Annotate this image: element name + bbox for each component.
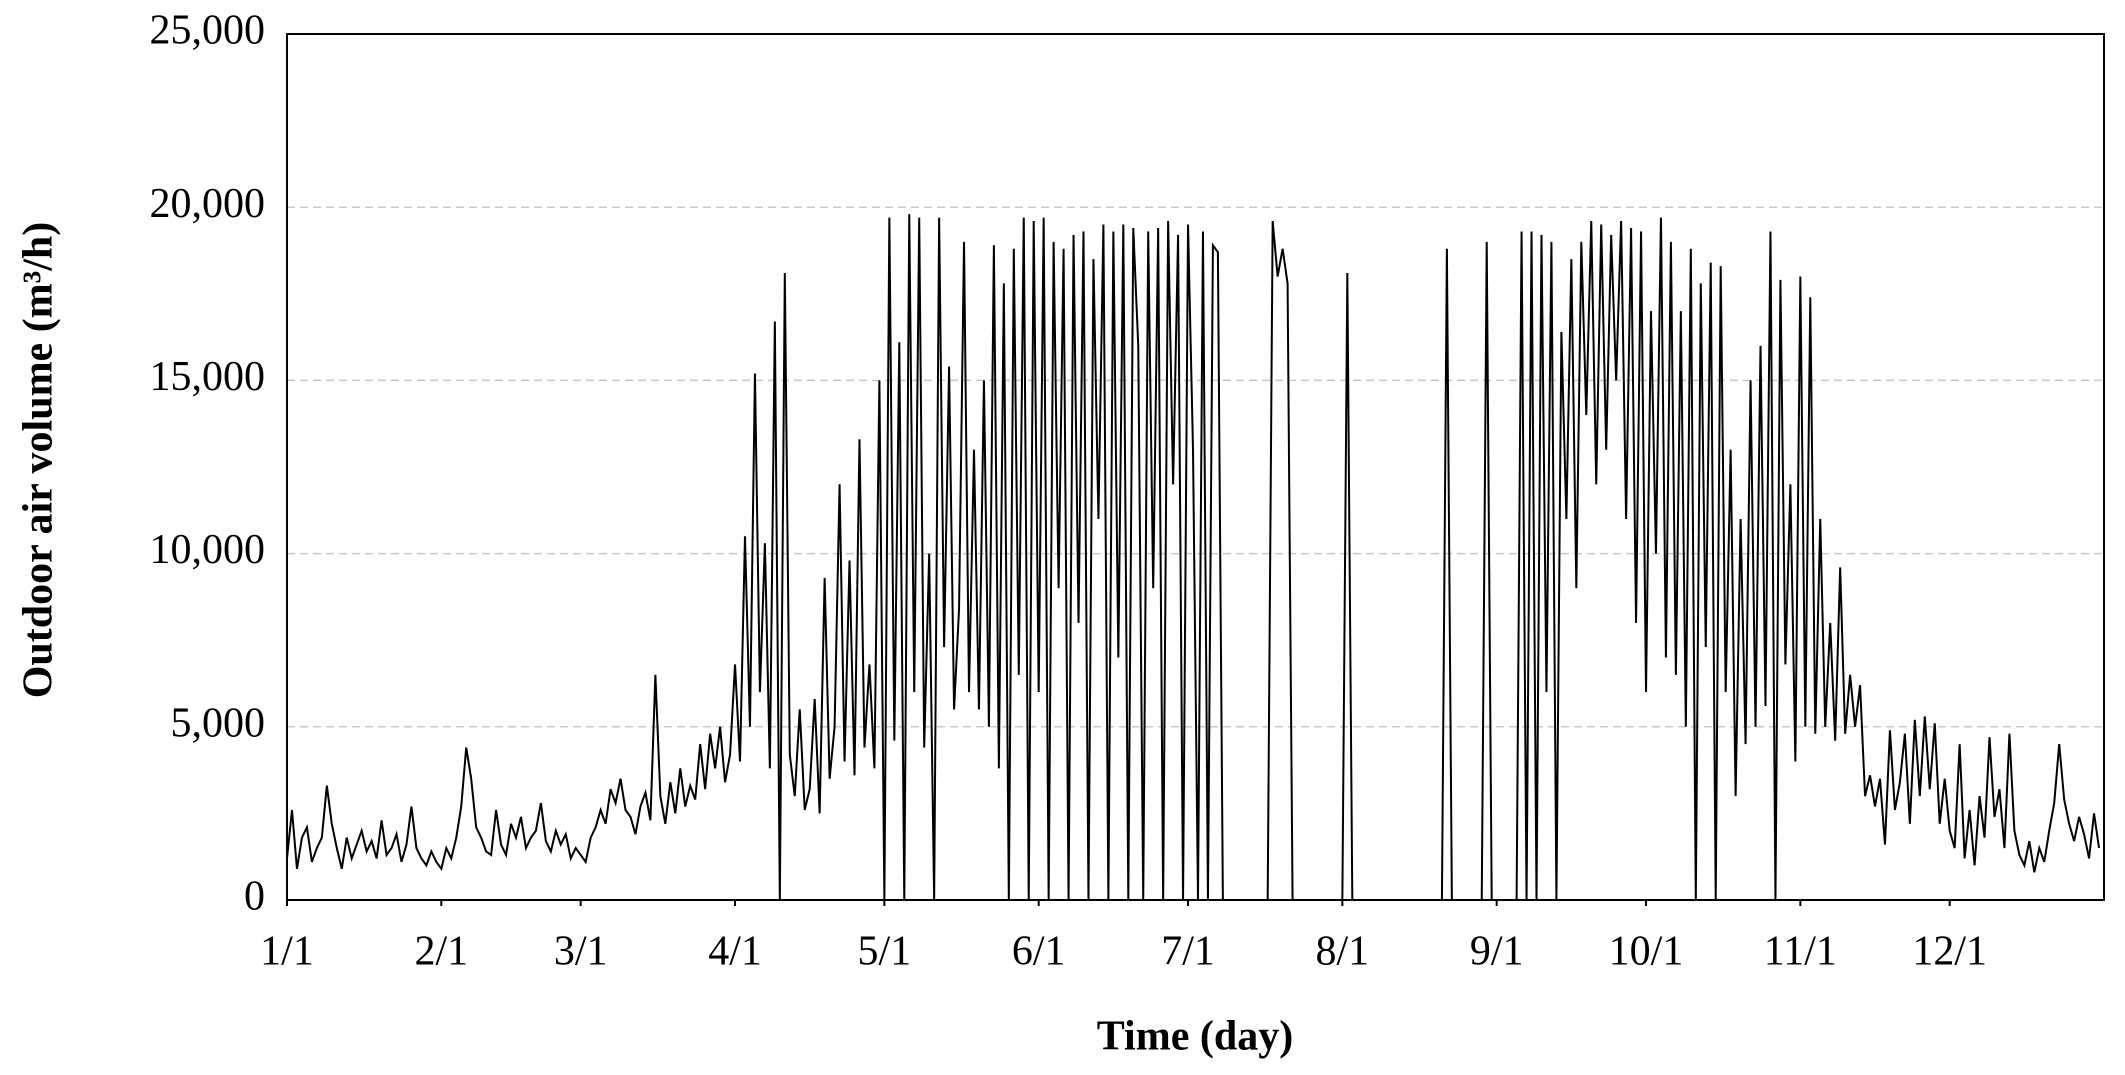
y-tick-label: 0 [244,874,265,920]
x-tick-label: 5/1 [858,929,912,975]
y-tick-label: 15,000 [150,354,266,400]
x-tick-label: 8/1 [1316,929,1370,975]
plot-frame [286,33,2105,901]
x-tick-label: 2/1 [414,929,468,975]
y-axis-title: Outdoor air volume (m³/h) [16,222,62,699]
x-tick-label: 10/1 [1609,929,1684,975]
data-line [286,214,2101,901]
y-tick-label: 10,000 [150,527,266,573]
x-tick-label: 1/1 [260,929,314,975]
y-tick-label: 25,000 [150,8,266,54]
x-tick-label: 3/1 [554,929,608,975]
x-axis-title: Time (day) [1097,1014,1293,1060]
y-tick-label: 20,000 [150,181,266,227]
x-tick-label: 11/1 [1764,929,1837,975]
y-tick-label: 5,000 [171,700,266,746]
x-tick-label: 7/1 [1161,929,1215,975]
x-tick-label: 12/1 [1912,929,1987,975]
x-tick-label: 4/1 [708,929,762,975]
x-tick-label: 9/1 [1470,929,1524,975]
x-tick-label: 6/1 [1012,929,1066,975]
